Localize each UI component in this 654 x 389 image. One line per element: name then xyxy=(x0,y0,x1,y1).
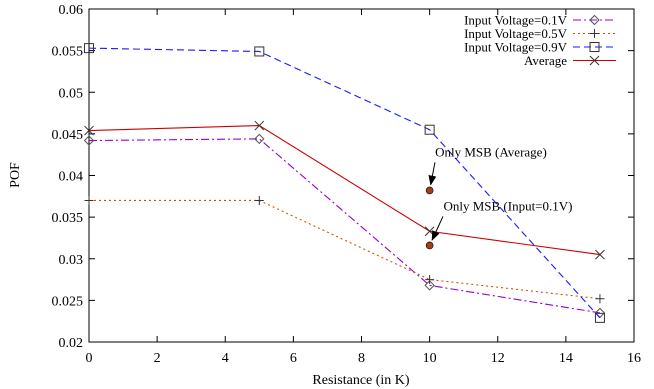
data-point xyxy=(254,133,265,145)
data-point xyxy=(83,135,95,146)
data-point xyxy=(595,249,605,260)
legend-entry-3: Input Voltage=0.9V xyxy=(464,40,616,55)
data-point xyxy=(595,294,605,304)
y-tick-label: 0.045 xyxy=(52,128,84,143)
legend-entry-1: Input Voltage=0.1V xyxy=(464,13,616,28)
annotation-2: Only MSB (Input=0.1V) xyxy=(425,198,572,250)
annotation-arrow xyxy=(431,216,444,241)
x-tick-label: 6 xyxy=(290,351,297,366)
data-point xyxy=(594,312,605,323)
x-tick-label: 14 xyxy=(559,351,573,366)
legend-entry-2: Input Voltage=0.5V xyxy=(464,26,616,41)
axis-ticks: 0 2 4 6 8 10 12 14 16 0.02 0.025 0.03 0.035 0.04 0.045… xyxy=(52,3,642,366)
legend-entry-4: Average xyxy=(524,53,616,68)
x-tick-label: 16 xyxy=(627,351,641,366)
legend-marker xyxy=(589,42,600,52)
series-line xyxy=(88,138,601,314)
annotations-layer: Only MSB (Average) Only MSB (Input=0.1V) xyxy=(425,144,572,250)
data-point xyxy=(84,195,94,205)
y-tick-label: 0.03 xyxy=(59,253,84,268)
series-line xyxy=(89,199,600,300)
data-point xyxy=(254,120,265,131)
y-tick-label: 0.06 xyxy=(59,3,84,18)
legend-marker xyxy=(589,14,600,26)
y-tick-label: 0.035 xyxy=(52,211,84,226)
data-point xyxy=(424,124,435,135)
annotation-point xyxy=(425,241,434,250)
annotation-1: Only MSB (Average) xyxy=(425,144,547,195)
series-2 xyxy=(84,195,605,304)
annotation-label: Only MSB (Input=0.1V) xyxy=(443,198,572,213)
series-line xyxy=(88,124,601,256)
y-axis-label: POF xyxy=(8,162,23,188)
data-point xyxy=(84,125,94,136)
data-point xyxy=(424,280,435,291)
x-tick-label: 0 xyxy=(86,351,93,366)
legend-label: Input Voltage=0.1V xyxy=(464,13,568,28)
x-tick-label: 2 xyxy=(154,351,161,366)
data-point xyxy=(425,275,435,285)
x-tick-label: 4 xyxy=(222,351,229,366)
y-tick-label: 0.02 xyxy=(59,336,84,351)
series-line xyxy=(88,47,601,319)
annotation-arrow xyxy=(428,162,437,186)
y-tick-label: 0.055 xyxy=(52,45,84,60)
legend-label: Input Voltage=0.5V xyxy=(464,26,568,41)
y-tick-label: 0.04 xyxy=(59,170,84,185)
data-point xyxy=(254,195,264,205)
annotation-point xyxy=(425,186,434,195)
y-tick-label: 0.05 xyxy=(59,86,84,101)
data-point xyxy=(84,43,94,54)
x-tick-label: 8 xyxy=(358,351,365,366)
x-tick-label: 12 xyxy=(491,351,505,366)
legend-label: Input Voltage=0.9V xyxy=(464,40,568,55)
y-tick-label: 0.025 xyxy=(52,294,84,309)
legend-marker xyxy=(590,29,599,38)
legend-label: Average xyxy=(524,53,567,68)
legend-marker xyxy=(589,55,600,66)
series-3 xyxy=(84,43,605,323)
x-axis-label: Resistance (in K) xyxy=(312,373,410,388)
series-layer xyxy=(83,43,606,323)
annotation-label: Only MSB (Average) xyxy=(435,144,547,159)
x-tick-label: 10 xyxy=(423,351,437,366)
series-4 xyxy=(84,120,605,260)
data-point xyxy=(254,46,265,57)
